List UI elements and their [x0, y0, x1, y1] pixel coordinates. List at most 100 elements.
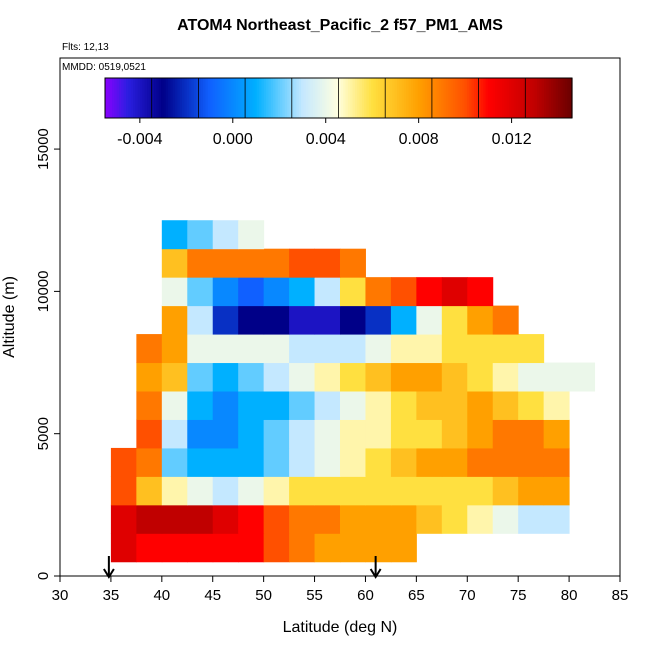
heat-cell [238, 447, 265, 477]
colorbar-swatch [322, 78, 326, 118]
heat-cell [263, 447, 290, 477]
colorbar-tick-label: 0.000 [213, 131, 253, 148]
colorbar-swatch [298, 78, 302, 118]
heat-cell [314, 476, 341, 506]
colorbar-swatch [233, 78, 237, 118]
heat-cell [136, 334, 163, 364]
x-tick-label: 30 [52, 587, 69, 604]
plot-frame [59, 57, 621, 577]
heat-cell [161, 248, 188, 278]
heat-cell [518, 362, 545, 392]
heat-cell [263, 504, 290, 534]
colorbar-swatch [242, 78, 246, 118]
colorbar-swatch [123, 78, 127, 118]
heat-cell [187, 248, 214, 278]
heat-cell [187, 220, 214, 250]
heat-cell [238, 391, 265, 420]
colorbar-swatch [235, 78, 239, 118]
colorbar-swatch [511, 78, 515, 118]
heat-cell [110, 447, 137, 477]
colorbar-swatch [196, 78, 199, 118]
heat-cell [518, 447, 545, 477]
heat-cell [467, 447, 494, 477]
colorbar-swatch [513, 78, 517, 118]
colorbar-swatch [375, 78, 379, 118]
heat-cell [238, 533, 265, 563]
colorbar-swatch [261, 78, 265, 118]
heat-cell [136, 476, 163, 506]
colorbar-swatch [359, 78, 363, 118]
heat-cell [390, 447, 417, 477]
colorbar-swatch [417, 78, 421, 118]
colorbar-swatch [392, 78, 396, 118]
colorbar-swatch [485, 78, 489, 118]
colorbar-swatch [214, 78, 218, 118]
colorbar-swatch [105, 78, 108, 118]
colorbar-swatch [480, 78, 484, 118]
heat-cell [543, 362, 570, 392]
heat-cell [467, 305, 494, 335]
colorbar-swatch [550, 78, 554, 118]
heat-cell [390, 362, 417, 392]
heat-cell [467, 504, 494, 534]
heat-cell [136, 504, 163, 534]
colorbar-swatch [114, 78, 118, 118]
x-axis-label: Latitude (deg N) [283, 619, 398, 636]
heat-cell [136, 533, 163, 563]
heat-cell [543, 391, 570, 420]
heat-cell [212, 476, 239, 506]
colorbar-swatch [200, 78, 204, 118]
colorbar-swatch [294, 78, 298, 118]
heat-cell [136, 362, 163, 392]
heat-cell [161, 334, 188, 364]
colorbar-swatch [212, 78, 216, 118]
colorbar-swatch [499, 78, 503, 118]
colorbar-swatch [506, 78, 510, 118]
heat-cell [314, 504, 341, 534]
colorbar-swatch [464, 78, 468, 118]
colorbar-swatch [345, 78, 349, 118]
colorbar-swatch [210, 78, 214, 118]
heat-cell [136, 419, 163, 449]
colorbar-swatch [494, 78, 498, 118]
arrow-part [369, 568, 382, 579]
colorbar-swatch [347, 78, 351, 118]
colorbar-swatch [289, 78, 293, 118]
heat-cell [136, 391, 163, 420]
colorbar-swatch [135, 78, 139, 118]
colorbar-swatch [553, 78, 557, 118]
colorbar-swatch [562, 78, 566, 118]
heat-cell [365, 504, 392, 534]
colorbar-swatch [424, 78, 428, 118]
heat-cell [263, 277, 290, 307]
colorbar-swatch [172, 78, 176, 118]
colorbar-swatch [317, 78, 321, 118]
x-tick-label: 45 [204, 587, 221, 604]
y-axis-label: Altitude (m) [1, 276, 18, 358]
colorbar-swatch [490, 78, 494, 118]
arrow-part [103, 568, 115, 579]
heat-cell [161, 277, 188, 307]
colorbar-swatch [137, 78, 141, 118]
colorbar-swatch [126, 78, 129, 118]
colorbar-swatch [315, 78, 319, 118]
colorbar-swatch [501, 78, 505, 118]
colorbar-swatch [476, 78, 480, 118]
heat-cell [492, 305, 519, 335]
colorbar-swatch [394, 78, 398, 118]
colorbar-swatch [142, 78, 146, 118]
colorbar-swatch [410, 78, 414, 118]
colorbar-swatch [338, 78, 342, 118]
colorbar-tick-label: 0.012 [492, 131, 532, 148]
heat-cell [187, 305, 214, 335]
colorbar-swatch [151, 78, 155, 118]
colorbar-swatch [170, 78, 174, 118]
colorbar-swatch [301, 78, 305, 118]
colorbar-swatch [256, 78, 260, 118]
colorbar-swatch [305, 78, 309, 118]
colorbar-swatch [389, 78, 393, 118]
heat-cell [238, 476, 265, 506]
heat-cell [340, 277, 366, 307]
heat-cell [289, 305, 316, 335]
heat-cell [416, 305, 443, 335]
